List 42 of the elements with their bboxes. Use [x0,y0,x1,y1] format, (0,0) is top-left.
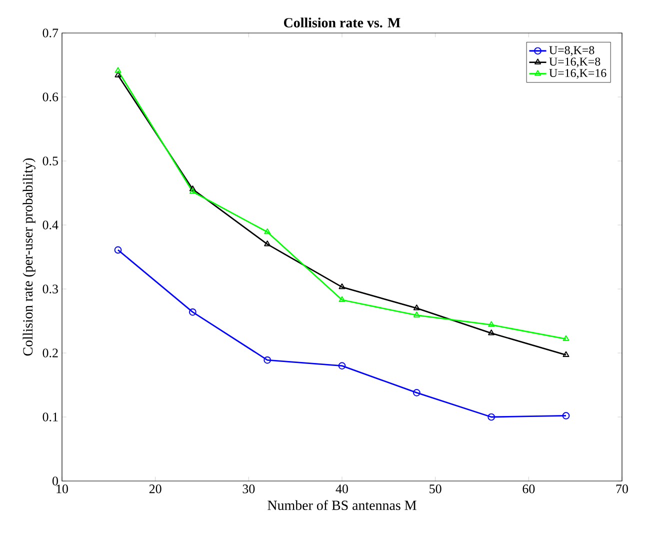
point [189,185,196,192]
y-tick-label: 0.5 [42,156,58,166]
point [188,308,196,316]
point [488,329,495,336]
x-tick-label: 10 [56,484,68,494]
point [562,351,570,358]
y-tick-label: 0.1 [42,412,58,422]
point [264,228,271,234]
legend-label: U=16,K=16 [549,69,606,79]
point [413,304,420,310]
y-axis-title: Collision rate (per-user probability) [22,158,36,356]
point [562,412,570,420]
legend-label: U=8,K=8 [549,46,594,56]
y-tick-label: 0.3 [42,284,58,294]
y-tick-label: 0.6 [42,92,58,102]
point [413,312,420,318]
x-tick-label: 70 [616,484,628,494]
y-tick-label: 0.7 [42,28,58,38]
chart-title: Collision rate vs. M [284,18,400,28]
point [562,335,570,342]
point [488,321,495,327]
x-tick-label: 40 [336,484,348,494]
point [114,67,122,73]
y-tick-label: 0.2 [42,348,58,358]
point [338,362,346,370]
point [488,413,496,421]
y-tick-label: 0.4 [42,220,58,230]
x-tick-label: 30 [242,484,255,494]
x-tick-label: 20 [149,484,162,494]
legend-label: U=16,K=8 [549,58,600,68]
x-tick-label: 50 [430,484,442,494]
point [114,72,122,78]
point [338,296,346,302]
point [338,283,346,290]
point [114,246,122,254]
y-tick-label: 0 [52,476,58,486]
point [264,240,271,246]
point [189,188,196,194]
x-tick-label: 60 [522,484,535,494]
point [264,356,272,364]
x-axis-title: Number of BS antennas M [268,500,416,510]
point [412,388,420,396]
